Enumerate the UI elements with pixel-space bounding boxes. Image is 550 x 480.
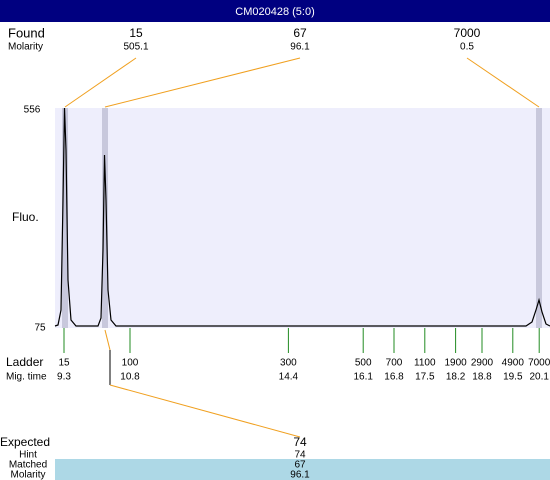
found-size: 67 — [293, 26, 307, 40]
peak-band — [536, 108, 542, 328]
trace — [54, 107, 550, 327]
peak-pointer — [466, 57, 540, 108]
title-bar — [0, 0, 550, 22]
ladder-size: 15 — [58, 358, 70, 369]
ladder-size: 1100 — [414, 358, 436, 369]
molarity-label: Molarity — [8, 42, 43, 53]
found-size: 7000 — [454, 26, 481, 40]
peak-pointer — [64, 57, 137, 108]
ladder-time: 14.4 — [279, 372, 299, 383]
matched-value: 67 — [294, 460, 306, 471]
ladder-time: 19.5 — [503, 372, 523, 383]
ladder-size: 300 — [280, 358, 297, 369]
matched-row — [55, 459, 550, 480]
found-molarity: 505.1 — [123, 42, 148, 53]
hint-value: 74 — [294, 450, 306, 461]
ladder-size: 2900 — [471, 358, 494, 369]
ladder-size: 100 — [122, 358, 139, 369]
found-molarity: 96.1 — [290, 42, 310, 53]
expected-pointer — [109, 384, 301, 438]
peak-band — [62, 108, 68, 328]
matched-label: Matched — [9, 460, 47, 471]
ladder-size: 700 — [386, 358, 403, 369]
y-max: 556 — [24, 105, 41, 116]
ladder-time: 20.1 — [529, 372, 549, 383]
found-label: Found — [8, 25, 45, 40]
ladder-size: 4900 — [502, 358, 525, 369]
ladder-time: 10.8 — [120, 372, 140, 383]
expected-label: Expected — [0, 435, 50, 449]
peak-pointer — [104, 57, 301, 108]
migtime-label: Mig. time — [6, 372, 47, 383]
title: CM020428 (5:0) — [235, 6, 315, 18]
molarity-value: 96.1 — [290, 470, 310, 480]
hint-label: Hint — [19, 450, 37, 461]
ladder-time: 18.8 — [472, 372, 492, 383]
ladder-time: 17.5 — [415, 372, 435, 383]
plot-area — [55, 108, 550, 328]
ladder-size: 500 — [355, 358, 372, 369]
molarity-row-label: Molarity — [10, 470, 45, 480]
expected-value: 74 — [293, 435, 307, 449]
ladder-size: 7000 — [528, 358, 550, 369]
expected-pointer — [104, 329, 111, 351]
ladder-size: 1900 — [444, 358, 467, 369]
ladder-time: 9.3 — [57, 372, 71, 383]
found-size: 15 — [129, 26, 143, 40]
peak-band — [102, 108, 108, 328]
ladder-time: 18.2 — [446, 372, 466, 383]
ladder-label: Ladder — [6, 355, 43, 369]
y-axis-label: Fluo. — [12, 210, 39, 224]
ladder-time: 16.8 — [384, 372, 404, 383]
y-min: 75 — [34, 323, 46, 334]
found-molarity: 0.5 — [460, 42, 474, 53]
ladder-time: 16.1 — [353, 372, 373, 383]
